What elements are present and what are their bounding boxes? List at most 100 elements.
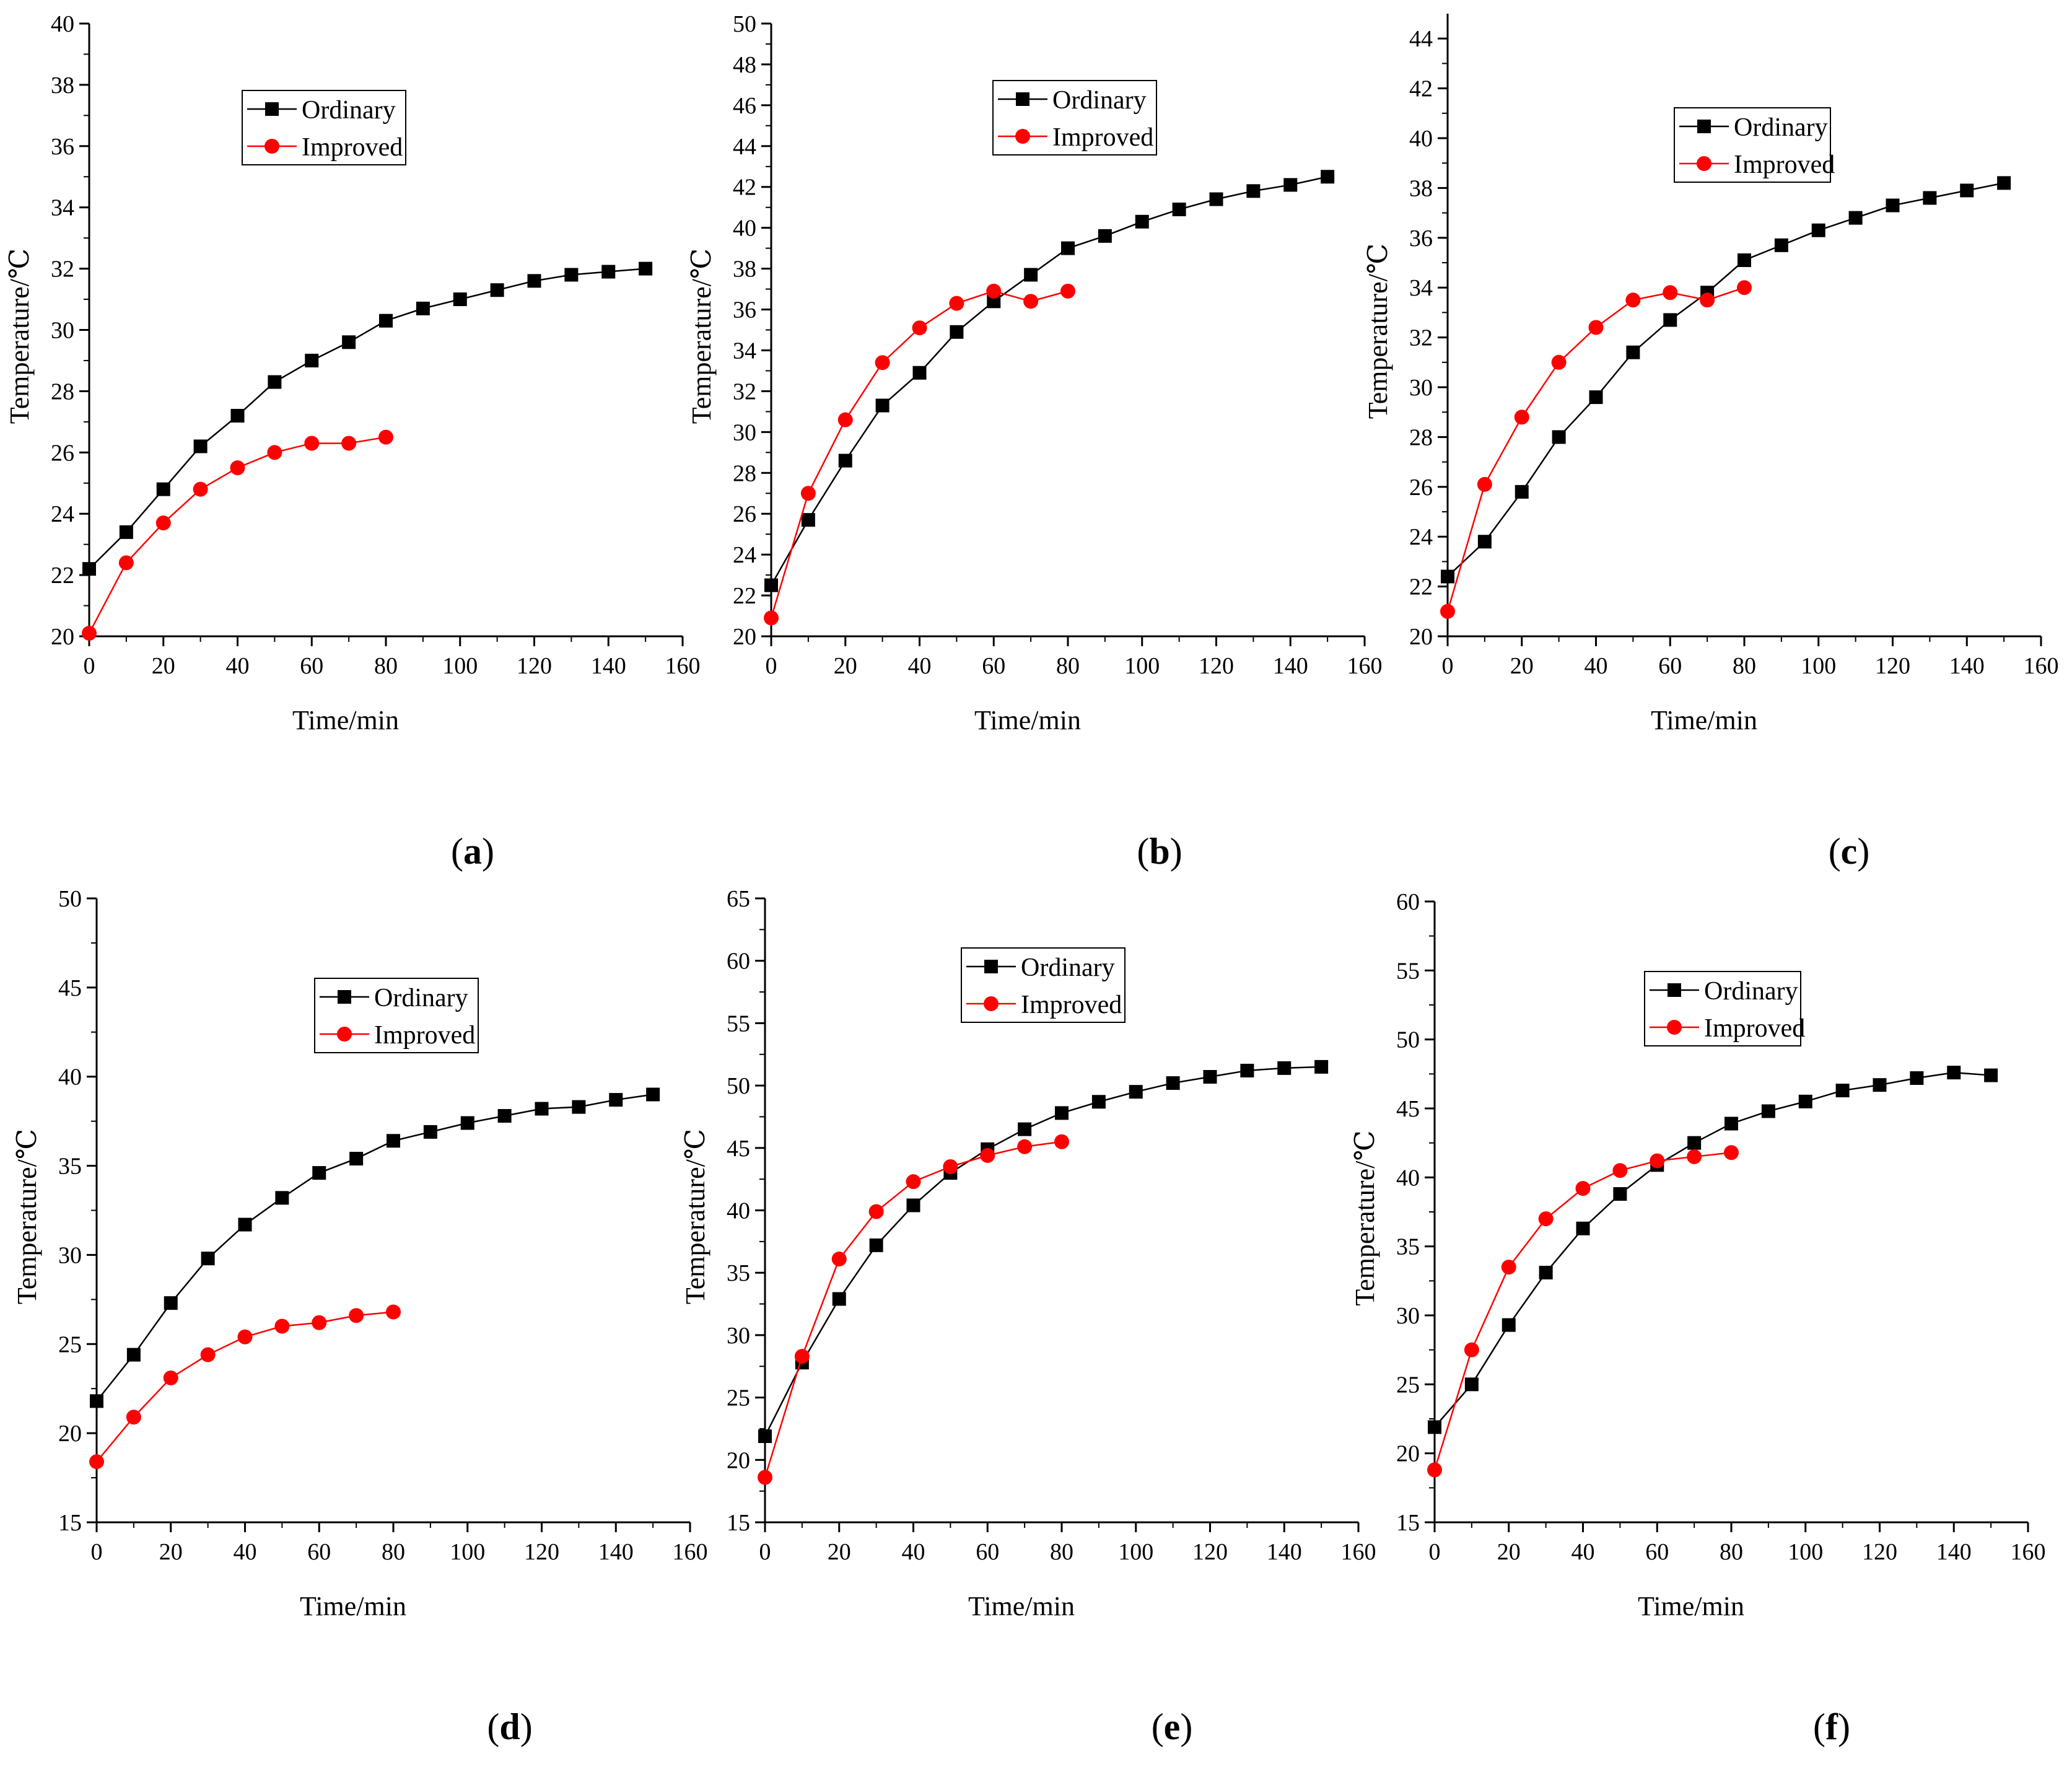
x-tick-label: 100 bbox=[450, 1539, 485, 1565]
chart-panel-d: 0 20 40 60 80 100 120 140 160 15 20 25 30 35 40 45 50 Tim… bbox=[12, 886, 708, 1621]
data-point-ordinary bbox=[646, 1087, 660, 1102]
data-point-ordinary bbox=[601, 265, 616, 279]
legend-marker-ordinary bbox=[984, 960, 998, 973]
y-tick-label: 24 bbox=[51, 501, 74, 527]
x-tick-label: 80 bbox=[1733, 653, 1756, 679]
data-point-improved bbox=[1023, 294, 1039, 309]
y-tick-label: 44 bbox=[733, 134, 756, 160]
series-ordinary bbox=[82, 261, 653, 576]
legend: Ordinary Improved bbox=[961, 947, 1126, 1023]
panel-label-close: ) bbox=[1169, 831, 1182, 872]
legend-label-ordinary: Ordinary bbox=[1052, 86, 1147, 115]
panel-label-open: ( bbox=[1137, 831, 1150, 872]
x-tick-label: 0 bbox=[1442, 653, 1454, 679]
data-point-improved bbox=[837, 412, 853, 428]
x-tick-label: 160 bbox=[1341, 1539, 1376, 1565]
legend-marker-improved bbox=[337, 1027, 352, 1042]
data-point-ordinary bbox=[349, 1152, 364, 1166]
x-tick-label: 120 bbox=[517, 653, 552, 679]
data-point-ordinary bbox=[1798, 1094, 1812, 1108]
data-point-ordinary bbox=[1613, 1187, 1627, 1201]
data-point-improved bbox=[193, 481, 208, 497]
panel-label-close: ) bbox=[1837, 1706, 1850, 1747]
x-axis-title: Time/min bbox=[1638, 1591, 1744, 1621]
y-tick-label: 25 bbox=[58, 1331, 82, 1358]
data-point-ordinary bbox=[119, 525, 133, 539]
panel-label-f: (f) bbox=[1770, 1706, 1894, 1748]
data-point-ordinary bbox=[639, 261, 653, 276]
panel-label-open: ( bbox=[451, 831, 463, 872]
panel-label-open: ( bbox=[487, 1706, 500, 1747]
series-ordinary bbox=[758, 1059, 1329, 1444]
data-point-ordinary bbox=[609, 1093, 623, 1107]
y-tick-label: 32 bbox=[1409, 325, 1433, 351]
data-point-ordinary bbox=[1848, 211, 1863, 225]
series-ordinary bbox=[1428, 1066, 1998, 1434]
y-axis-title: Temperature/℃ bbox=[686, 248, 717, 424]
data-point-ordinary bbox=[164, 1296, 178, 1310]
panel-label-open: ( bbox=[1151, 1706, 1164, 1747]
series-line-ordinary bbox=[89, 268, 646, 570]
y-tick-label: 28 bbox=[733, 460, 756, 486]
data-point-ordinary bbox=[1835, 1084, 1850, 1098]
x-tick-label: 0 bbox=[91, 1539, 103, 1565]
data-point-ordinary bbox=[527, 274, 541, 288]
x-tick-label: 140 bbox=[1936, 1539, 1972, 1565]
data-point-improved bbox=[1440, 603, 1455, 619]
data-point-ordinary bbox=[1477, 535, 1492, 549]
y-tick-label: 25 bbox=[727, 1385, 750, 1411]
x-axis-title: Time/min bbox=[1651, 705, 1757, 735]
y-tick-label: 20 bbox=[733, 624, 756, 650]
series-ordinary bbox=[764, 170, 1335, 592]
data-point-ordinary bbox=[1098, 229, 1112, 243]
y-axis-title: Temperature/℃ bbox=[680, 1129, 710, 1304]
y-tick-label: 40 bbox=[51, 11, 74, 37]
y-tick-label: 40 bbox=[1409, 126, 1433, 152]
y-tick-label: 15 bbox=[1396, 1510, 1420, 1536]
data-point-ordinary bbox=[1626, 345, 1640, 359]
x-tick-label: 100 bbox=[1788, 1539, 1823, 1565]
y-tick-label: 50 bbox=[733, 11, 756, 37]
series-improved bbox=[758, 1134, 1069, 1485]
y-tick-label: 30 bbox=[1396, 1303, 1420, 1329]
x-tick-label: 80 bbox=[374, 653, 398, 679]
data-point-ordinary bbox=[379, 314, 393, 328]
series-line-ordinary bbox=[1447, 182, 2004, 577]
y-axis-title: Temperature/℃ bbox=[12, 1129, 42, 1304]
data-point-ordinary bbox=[1277, 1061, 1292, 1075]
x-axis-title: Time/min bbox=[300, 1591, 406, 1621]
data-point-ordinary bbox=[912, 366, 927, 380]
data-point-improved bbox=[1464, 1342, 1479, 1358]
data-point-improved bbox=[378, 429, 393, 445]
data-point-ordinary bbox=[801, 513, 815, 527]
data-point-improved bbox=[1501, 1260, 1516, 1275]
data-point-ordinary bbox=[201, 1252, 215, 1266]
x-tick-label: 20 bbox=[1497, 1539, 1521, 1565]
y-tick-label: 20 bbox=[1396, 1441, 1420, 1467]
panel-label-letter: b bbox=[1149, 831, 1170, 872]
data-point-improved bbox=[1724, 1145, 1739, 1160]
data-point-ordinary bbox=[1539, 1265, 1553, 1279]
data-point-improved bbox=[230, 460, 245, 476]
legend-marker-ordinary bbox=[338, 990, 351, 1004]
data-point-ordinary bbox=[1314, 1059, 1329, 1074]
data-point-ordinary bbox=[1738, 253, 1751, 267]
x-tick-label: 40 bbox=[902, 1539, 925, 1565]
x-tick-label: 120 bbox=[1875, 653, 1910, 679]
data-point-ordinary bbox=[230, 408, 245, 423]
panel-label-c: (c) bbox=[1787, 830, 1911, 873]
data-point-ordinary bbox=[268, 375, 282, 389]
data-point-ordinary bbox=[869, 1238, 883, 1252]
y-tick-label: 36 bbox=[733, 297, 756, 323]
y-tick-label: 32 bbox=[733, 379, 756, 405]
x-tick-label: 40 bbox=[1585, 653, 1608, 679]
data-point-improved bbox=[986, 283, 1002, 299]
y-tick-label: 34 bbox=[1409, 275, 1433, 301]
y-tick-label: 20 bbox=[51, 624, 74, 650]
legend-marker-improved bbox=[1015, 129, 1030, 144]
data-point-improved bbox=[1575, 1181, 1591, 1196]
data-point-improved bbox=[1625, 292, 1641, 308]
data-point-improved bbox=[868, 1204, 884, 1219]
x-axis-title: Time/min bbox=[292, 705, 399, 735]
data-point-improved bbox=[1017, 1139, 1033, 1154]
